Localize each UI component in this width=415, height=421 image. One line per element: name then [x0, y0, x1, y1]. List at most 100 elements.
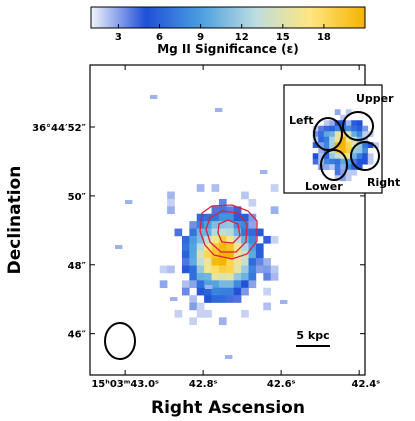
heatmap-pixel: [255, 258, 264, 266]
x-tick-label: 42.8ˢ: [189, 379, 218, 390]
heatmap-pixel: [174, 228, 183, 237]
inset-pixel: [356, 120, 363, 127]
heatmap-pixel: [196, 235, 205, 244]
heatmap-pixel: [189, 235, 198, 244]
heatmap-pixel: [218, 280, 227, 289]
contour-inner: [217, 219, 241, 244]
heatmap-pixel: [181, 280, 190, 289]
scale-bar-label: 5 kpc: [296, 329, 329, 342]
colorbar-tick-label: 6: [156, 32, 163, 43]
heatmap-pixel: [248, 272, 257, 281]
inset-pixel: [351, 158, 358, 165]
heatmap-pixel: [211, 258, 220, 266]
heatmap-pixel: [218, 287, 227, 296]
heatmap-pixel: [255, 265, 264, 274]
inset-pixel: [345, 120, 352, 127]
y-tick-label: 50″: [68, 192, 87, 203]
heatmap-pixel: [181, 258, 190, 266]
heatmap-pixel: [174, 309, 183, 318]
heatmap-pixel: [218, 258, 227, 266]
inset-pixel: [318, 125, 325, 132]
heatmap-pixel: [248, 258, 257, 266]
heatmap-pixel: [211, 184, 220, 192]
inset-pixel: [351, 164, 358, 171]
inset-pixel: [351, 125, 358, 132]
y-tick-label: 46″: [68, 330, 87, 341]
heatmap-pixel: [196, 250, 205, 259]
heatmap-pixel: [181, 265, 190, 274]
inset-pixel: [367, 142, 374, 149]
colorbar-gradient: [90, 6, 366, 29]
x-tick-label: 15ʰ03ᵐ43.0ˢ: [91, 379, 159, 390]
colorbar-label: Mg II Significance (ε): [157, 42, 299, 56]
heatmap-pixel: [196, 213, 205, 222]
inset-pixel: [367, 158, 374, 165]
heatmap-pixel: [241, 280, 249, 289]
heatmap-pixel: [233, 265, 242, 274]
inset-pixel: [351, 153, 358, 160]
inset-pixel: [345, 125, 352, 132]
heatmap-pixel: [181, 243, 190, 252]
heatmap-pixel: [263, 235, 272, 244]
heatmap-pixel: [189, 250, 198, 259]
region-lower: [320, 149, 348, 181]
heatmap-pixel: [233, 280, 242, 289]
heatmap-pixel: [226, 228, 235, 237]
inset-pixel: [318, 153, 325, 160]
heatmap-pixel: [211, 272, 220, 281]
heatmap-pixel: [196, 265, 205, 274]
inset-pixel: [356, 164, 363, 171]
heatmap-pixel: [233, 287, 242, 296]
heatmap-pixel: [241, 243, 249, 252]
contours: [199, 204, 258, 260]
heatmap-pixel: [189, 295, 198, 303]
inset-pixel: [356, 142, 363, 149]
heatmap-pixel: [226, 235, 235, 244]
inset-pixel: [329, 142, 336, 149]
inset-pixel: [334, 175, 341, 182]
heatmap-pixel: [204, 258, 212, 266]
inset-pixel: [318, 147, 325, 154]
heatmap-pixel: [226, 272, 235, 281]
heatmap-pixel: [167, 265, 175, 274]
heatmap-pixel: [241, 272, 249, 281]
heatmap-pixel: [167, 198, 175, 207]
inset-pixel: [334, 158, 341, 165]
inset-pixel: [334, 169, 341, 176]
heatmap-pixel: [241, 221, 249, 229]
inset-pixel: [334, 136, 341, 143]
heatmap-pixel: [115, 245, 123, 249]
inset-pixel: [340, 175, 347, 182]
region-upper: [342, 111, 374, 141]
inset-pixel: [345, 158, 352, 165]
inset-pixel: [351, 147, 358, 154]
inset-pixel: [351, 169, 358, 176]
heatmap-pixel: [241, 287, 249, 296]
inset-pixel: [323, 131, 330, 138]
heatmap-pixel: [218, 243, 227, 252]
inset-pixel: [345, 175, 352, 182]
heatmap-pixels: [115, 95, 308, 359]
inset-pixel: [345, 131, 352, 138]
heatmap-pixel: [211, 206, 220, 215]
beam-ellipse: [104, 322, 136, 360]
heatmap-pixel: [225, 355, 233, 359]
inset-pixel: [334, 109, 341, 116]
colorbar-tick-label: 9: [197, 32, 204, 43]
inset-pixel: [345, 136, 352, 143]
inset-pixel: [345, 153, 352, 160]
heatmap-pixel: [196, 272, 205, 281]
heatmap-pixel: [196, 258, 205, 266]
heatmap-pixel: [226, 206, 235, 215]
y-tick-label: 48″: [68, 261, 87, 272]
y-axis-title: Declination: [5, 166, 25, 275]
heatmap-pixel: [204, 228, 212, 237]
heatmap-pixel: [241, 191, 249, 200]
heatmap-pixel: [196, 184, 205, 192]
inset-pixel: [318, 136, 325, 143]
heatmap-pixel: [248, 280, 257, 289]
inset-pixel: [356, 153, 363, 160]
heatmap-pixel: [181, 250, 190, 259]
inset-pixel: [334, 153, 341, 160]
heatmap-pixel: [248, 265, 257, 274]
